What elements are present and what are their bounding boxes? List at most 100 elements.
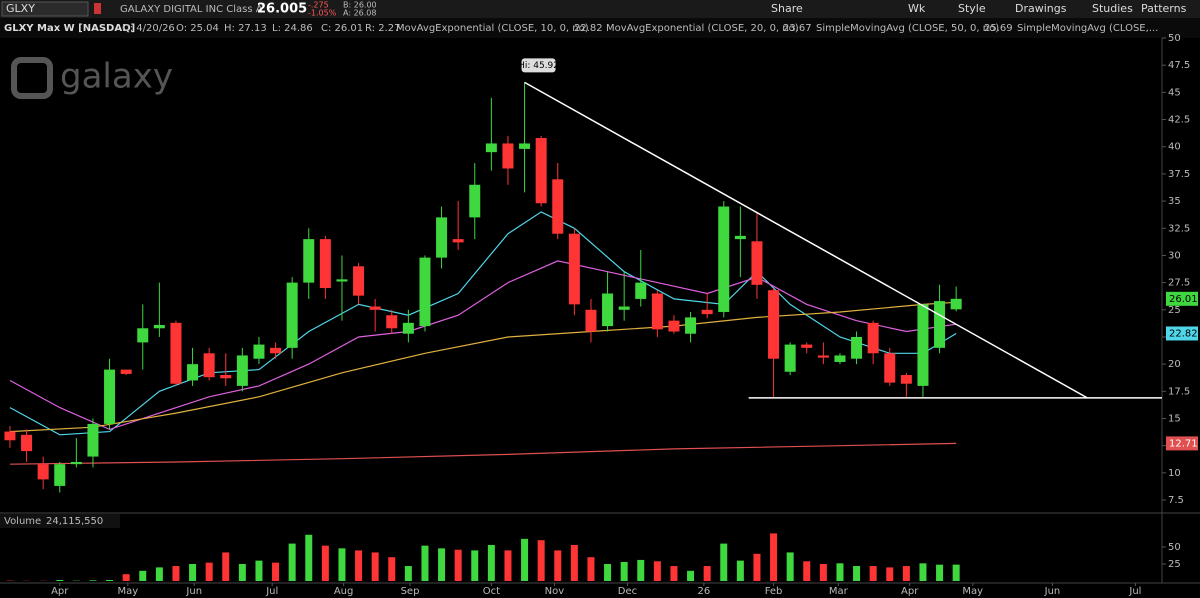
header-field: L: 24.86 xyxy=(272,23,313,34)
candle-body xyxy=(685,317,697,334)
x-tick-label: Nov xyxy=(545,586,565,597)
volume-bar xyxy=(853,566,861,581)
x-tick-label: May xyxy=(962,586,983,597)
volume-bar xyxy=(471,550,479,581)
y-tick-label: 32.5 xyxy=(1168,223,1190,234)
volume-bar xyxy=(620,561,628,581)
ask: A: 26.08 xyxy=(343,9,376,18)
price-badge xyxy=(1166,291,1198,306)
candle-body xyxy=(303,239,315,283)
candle-body xyxy=(369,306,381,310)
volume-bar xyxy=(687,570,695,581)
legend-entry: MovAvgExponential (CLOSE, 20, 0, no) xyxy=(606,23,799,34)
candle-body xyxy=(917,304,929,386)
candle-body xyxy=(452,239,464,243)
volume-bar xyxy=(902,566,910,581)
toolbar-button[interactable]: Studies xyxy=(1092,2,1133,15)
toolbar-button[interactable]: Patterns xyxy=(1141,2,1187,15)
link-icon[interactable] xyxy=(94,3,101,14)
price-badge-label: 26.01 xyxy=(1169,294,1198,305)
moving-average-line xyxy=(9,442,957,465)
volume-bar xyxy=(521,538,529,581)
hi-label: Hi: 45.92 xyxy=(518,61,559,71)
volume-bar xyxy=(205,562,213,581)
candle-body xyxy=(419,257,431,327)
volume-bar xyxy=(670,566,678,581)
y-tick-label: 45 xyxy=(1168,87,1181,98)
candle-body xyxy=(552,179,564,234)
x-tick-label: 26 xyxy=(697,586,710,597)
candle-body xyxy=(900,375,912,384)
volume-bar xyxy=(803,561,811,581)
volume-bar xyxy=(106,579,114,581)
x-tick-label: Apr xyxy=(51,586,69,597)
volume-bar xyxy=(288,543,296,581)
legend-entry: MovAvgExponential (CLOSE, 10, 0, no) xyxy=(396,23,589,34)
candle-body xyxy=(784,344,796,372)
x-tick-label: Mar xyxy=(829,586,849,597)
toolbar-button[interactable]: Share xyxy=(771,2,803,15)
x-tick-label: Oct xyxy=(483,586,500,597)
y-tick-label: 27.5 xyxy=(1168,278,1190,289)
volume-bar xyxy=(454,549,462,581)
volume-bar xyxy=(421,545,429,581)
y-tick-label: 50 xyxy=(1168,33,1181,44)
y-tick-label: 25 xyxy=(1168,305,1181,316)
candle-body xyxy=(253,344,265,359)
x-tick-label: Feb xyxy=(765,586,783,597)
volume-bar xyxy=(122,574,130,581)
candle-body xyxy=(436,217,448,258)
toolbar-button[interactable]: Wk xyxy=(908,2,926,15)
volume-bar xyxy=(753,553,761,581)
candle-body xyxy=(104,369,116,424)
toolbar-button[interactable]: Drawings xyxy=(1015,2,1067,15)
toolbar-button[interactable]: Style xyxy=(958,2,986,15)
trendline xyxy=(524,81,1088,399)
candle-body xyxy=(353,266,365,296)
volume-bar xyxy=(936,564,944,581)
volume-bar xyxy=(736,560,744,581)
y-tick-label: 7.5 xyxy=(1168,495,1184,506)
candle-body xyxy=(635,282,647,299)
price-badge xyxy=(1166,436,1198,451)
price-badge-label: 22.82 xyxy=(1169,328,1198,339)
volume-bar xyxy=(321,545,329,581)
price-badge xyxy=(1166,326,1198,341)
volume-bar xyxy=(371,552,379,581)
last-price: 26.005 xyxy=(257,2,307,17)
volume-bar xyxy=(570,544,578,581)
volume-bar xyxy=(222,552,230,581)
volume-bar xyxy=(189,564,197,581)
candle-body xyxy=(187,364,199,381)
volume-bar xyxy=(869,566,877,581)
volume-bar xyxy=(819,564,827,581)
candle-body xyxy=(651,293,663,330)
candle-body xyxy=(386,315,398,329)
legend-value: 23.67 xyxy=(783,23,812,34)
volume-bar xyxy=(388,557,396,581)
symbol: GLXY xyxy=(6,2,35,15)
volume-bar xyxy=(238,564,246,581)
candle-body xyxy=(701,309,713,315)
volume-bar xyxy=(587,557,595,581)
x-tick-label: Jun xyxy=(185,586,202,597)
candle-body xyxy=(568,233,580,305)
chart-title: GLXY Max W [NASDAQ] xyxy=(4,23,135,34)
candle-body xyxy=(270,347,282,354)
volume-bar xyxy=(139,570,147,581)
volume-bar xyxy=(786,552,794,581)
x-tick-label: Jul xyxy=(1128,586,1141,597)
legend-value: 25.69 xyxy=(984,23,1013,34)
volume-bar xyxy=(720,543,728,581)
volume-bar xyxy=(554,550,562,581)
candle-body xyxy=(668,320,680,332)
candle-body xyxy=(768,290,780,359)
y-tick-label: 20 xyxy=(1168,359,1181,370)
x-tick-label: Sep xyxy=(401,586,420,597)
candle-body xyxy=(884,353,896,383)
symbol-input[interactable] xyxy=(1,1,89,17)
y-tick-label: 17.5 xyxy=(1168,386,1190,397)
x-tick-label: Dec xyxy=(618,586,637,597)
